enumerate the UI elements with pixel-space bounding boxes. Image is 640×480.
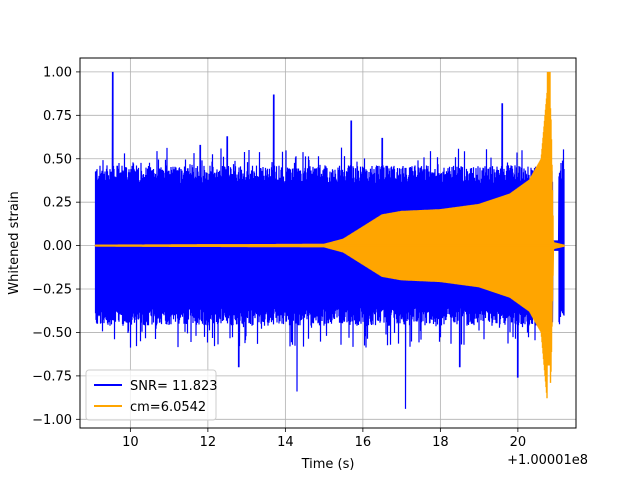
legend-box [85,369,217,421]
x-tick-label: 18 [432,435,449,450]
y-tick-label: 0.25 [43,196,72,211]
y-tick-label: −1.00 [32,413,72,428]
ticks: 10 12 14 16 18 20 −1.00 −0.75 −0.50 −0.25 0.00 0.25… [32,65,526,450]
x-tick-label: 20 [510,435,527,450]
x-tick-label: 12 [200,435,217,450]
legend-entry-cm: cm=6.0542 [130,400,206,415]
x-tick-label: 10 [122,435,139,450]
x-tick-label: 14 [277,435,294,450]
y-tick-label: 0.50 [43,152,72,167]
legend-entry-snr: SNR= 11.823 [130,379,218,394]
y-tick-label: 1.00 [43,65,72,80]
y-tick-label: −0.75 [32,369,72,384]
y-tick-label: 0.75 [43,109,72,124]
y-axis-label: Whitened strain [7,191,22,294]
plot-frame [79,57,577,429]
x-axis-label: Time (s) [301,457,355,472]
y-tick-label: 0.00 [43,239,72,254]
legend: SNR= 11.823 cm=6.0542 [85,369,218,421]
series-layer [94,71,565,409]
y-tick-label: −0.25 [32,283,72,298]
x-tick-label: 16 [355,435,372,450]
x-offset-label: +1.00001e8 [507,453,588,468]
y-tick-label: −0.50 [32,326,72,341]
